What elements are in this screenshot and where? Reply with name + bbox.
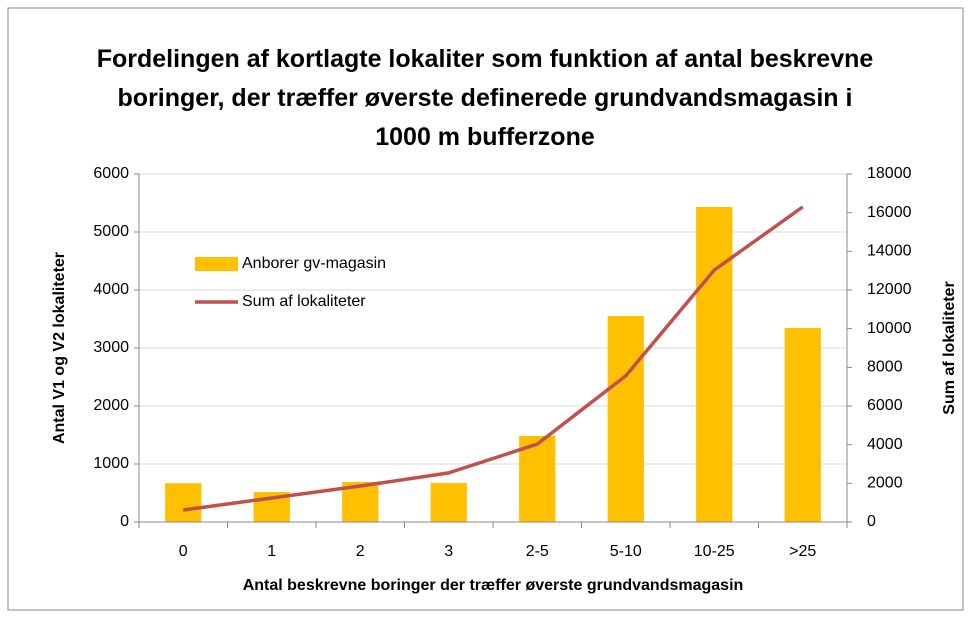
y2-tick-label: 14000 (867, 243, 912, 260)
y-tick-label: 0 (120, 513, 129, 530)
x-tick-label: 5-10 (610, 543, 642, 560)
x-tick-label: >25 (789, 543, 816, 560)
y2-tick-label: 16000 (867, 204, 912, 221)
y2-tick-label: 12000 (867, 281, 912, 298)
y2-tick-label: 10000 (867, 320, 912, 337)
x-tick-label: 10-25 (694, 543, 735, 560)
x-axis-label: Antal beskrevne boringer der træffer øve… (243, 577, 744, 594)
y2-tick-label: 0 (867, 513, 876, 530)
y2-tick-label: 2000 (867, 475, 903, 492)
bar (607, 315, 644, 522)
bar (165, 483, 202, 522)
chart-title: Fordelingen af kortlagte lokaliter som f… (96, 45, 874, 151)
legend-label: Anborer gv-magasin (242, 255, 386, 272)
x-tick-label: 0 (179, 543, 188, 560)
x-tick-label: 1 (267, 543, 276, 560)
y2-axis-label: Sum af lokaliteter (941, 281, 958, 414)
line (183, 205, 804, 512)
x-tick-label: 2-5 (526, 543, 549, 560)
y-tick-label: 6000 (93, 165, 129, 182)
y-tick-label: 3000 (93, 339, 129, 356)
bar (519, 435, 556, 522)
legend-swatch (195, 257, 238, 271)
bar (696, 207, 733, 522)
y-tick-label: 5000 (93, 223, 129, 240)
y2-tick-label: 18000 (867, 165, 912, 182)
x-tick-label: 2 (356, 543, 365, 560)
y2-tick-label: 4000 (867, 436, 903, 453)
y2-tick-label: 8000 (867, 359, 903, 376)
y-tick-label: 4000 (93, 281, 129, 298)
bar (784, 327, 821, 522)
y-tick-label: 1000 (93, 455, 129, 472)
x-tick-label: 3 (444, 543, 453, 560)
legend-label: Sum af lokaliteter (242, 293, 366, 310)
y-axis-label: Antal V1 og V2 lokaliteter (51, 252, 68, 444)
y2-tick-label: 6000 (867, 397, 903, 414)
bar (430, 483, 467, 522)
y-tick-label: 2000 (93, 397, 129, 414)
